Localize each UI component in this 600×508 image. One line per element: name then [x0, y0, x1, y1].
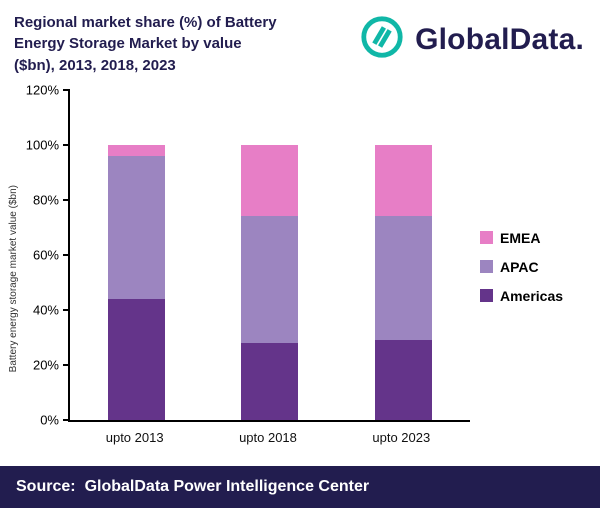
y-axis-title: Battery energy storage market value ($bn…	[8, 184, 19, 373]
segment-apac	[241, 216, 299, 343]
legend-item-emea: EMEA	[480, 230, 563, 246]
brand: GlobalData.	[359, 14, 586, 65]
legend-item-americas: Americas	[480, 288, 563, 304]
legend-item-apac: APAC	[480, 259, 563, 275]
y-tick-mark	[63, 253, 70, 256]
source-text: GlobalData Power Intelligence Center	[84, 478, 370, 495]
segment-emea	[374, 144, 432, 217]
y-tick-label: 100%	[25, 137, 59, 153]
y-tick-label: 120%	[25, 82, 59, 98]
legend-label: APAC	[500, 258, 539, 275]
segment-emea	[108, 144, 166, 156]
header: Regional market share (%) of Battery Ene…	[0, 0, 600, 80]
y-tick-label: 20%	[32, 357, 59, 373]
y-tick-label: 80%	[32, 192, 59, 208]
source-label: Source:	[16, 478, 76, 495]
bar-upto-2018	[241, 90, 299, 420]
legend-label: Americas	[500, 287, 564, 304]
x-tick-label: upto 2018	[239, 429, 297, 445]
y-tick-mark	[63, 418, 70, 421]
y-tick-label: 60%	[32, 247, 59, 263]
x-tick-label: upto 2023	[372, 429, 431, 445]
y-tick-label: 0%	[40, 412, 59, 428]
segment-americas	[241, 342, 299, 420]
bar-upto-2013	[108, 90, 166, 420]
source-bar: Source: GlobalData Power Intelligence Ce…	[0, 466, 600, 508]
title-line-1: Regional market share (%) of Battery	[14, 14, 277, 31]
y-tick-label: 40%	[32, 302, 59, 318]
legend-swatch	[480, 260, 493, 274]
y-tick-mark	[63, 88, 70, 91]
x-axis-labels: upto 2013 upto 2018 upto 2023	[68, 430, 468, 445]
globaldata-logo-icon	[359, 14, 405, 65]
segment-emea	[241, 144, 299, 217]
legend-label: EMEA	[500, 229, 541, 246]
bar-series	[70, 90, 470, 420]
y-tick-mark	[63, 198, 70, 201]
bar-upto-2023	[374, 90, 432, 420]
legend-swatch	[480, 231, 493, 245]
plot-area: 0% 20% 40% 60% 80% 100% 120%	[26, 82, 470, 427]
brand-name: GlobalData.	[415, 22, 584, 56]
segment-americas	[108, 298, 166, 420]
segment-americas	[374, 340, 432, 420]
page-title: Regional market share (%) of Battery Ene…	[14, 12, 277, 76]
y-tick-mark	[63, 363, 70, 366]
legend-swatch	[480, 289, 493, 303]
title-line-2: Energy Storage Market by value	[14, 35, 242, 53]
title-line-3: ($bn), 2013, 2018, 2023	[14, 56, 176, 74]
plot-column: 0% 20% 40% 60% 80% 100% 120% upto 2013 upto 201…	[26, 82, 470, 445]
y-tick-mark	[63, 308, 70, 311]
segment-apac	[108, 155, 166, 299]
y-tick-mark	[63, 143, 70, 146]
chart: Battery energy storage market value ($bn…	[0, 80, 600, 466]
legend: EMEA APAC Americas	[480, 230, 563, 304]
segment-apac	[374, 216, 432, 341]
x-tick-label: upto 2013	[105, 429, 164, 445]
